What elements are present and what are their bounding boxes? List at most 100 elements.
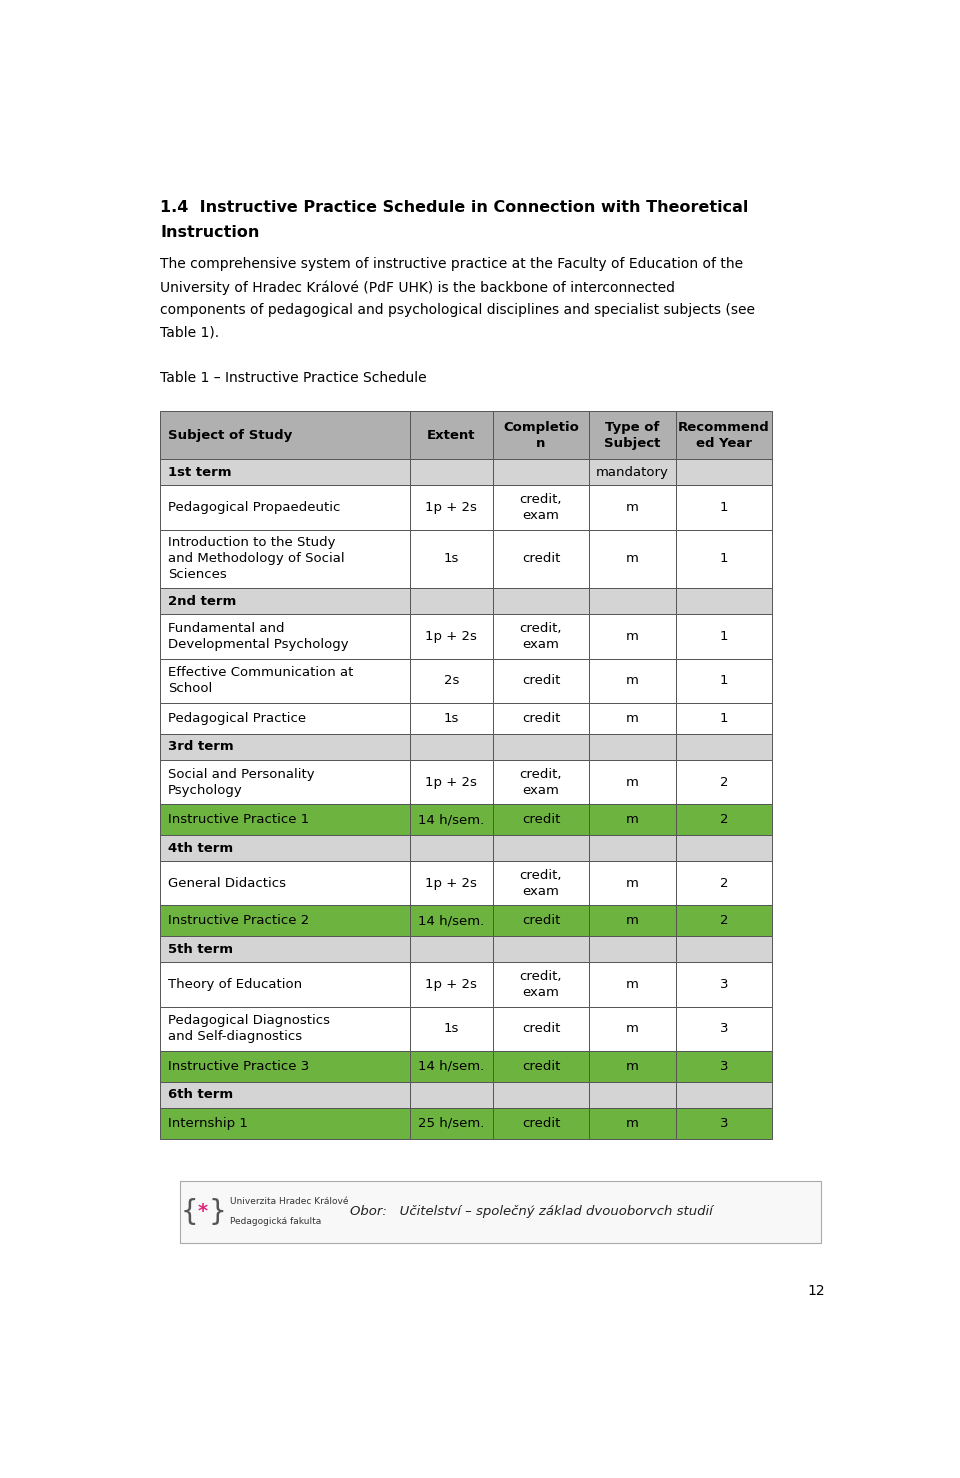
Text: m: m: [626, 1060, 638, 1073]
Text: Extent: Extent: [427, 429, 475, 442]
Text: 2s: 2s: [444, 674, 459, 687]
Text: Table 1).: Table 1).: [160, 325, 220, 340]
Text: 3: 3: [720, 1023, 728, 1035]
Text: 25 h/sem.: 25 h/sem.: [418, 1117, 485, 1129]
Text: Pedagogical Propaedeutic: Pedagogical Propaedeutic: [168, 501, 341, 514]
Text: credit,
exam: credit, exam: [519, 494, 563, 522]
Bar: [160, 411, 410, 460]
Bar: [676, 862, 772, 906]
Bar: [492, 411, 589, 460]
Text: Pedagogická fakulta: Pedagogická fakulta: [230, 1218, 322, 1227]
Text: 2nd term: 2nd term: [168, 594, 236, 607]
Bar: [589, 411, 676, 460]
Bar: [589, 936, 676, 962]
Bar: [589, 704, 676, 733]
Bar: [589, 460, 676, 485]
Bar: [589, 760, 676, 804]
Text: credit: credit: [522, 1060, 561, 1073]
Bar: [410, 529, 492, 588]
Text: 14 h/sem.: 14 h/sem.: [419, 813, 485, 826]
Text: 1p + 2s: 1p + 2s: [425, 876, 477, 890]
Text: credit,
exam: credit, exam: [519, 767, 563, 797]
Text: 14 h/sem.: 14 h/sem.: [419, 1060, 485, 1073]
Bar: [492, 704, 589, 733]
Text: Social and Personality
Psychology: Social and Personality Psychology: [168, 767, 315, 797]
Text: 1p + 2s: 1p + 2s: [425, 501, 477, 514]
Bar: [492, 485, 589, 529]
Bar: [492, 936, 589, 962]
Bar: [410, 862, 492, 906]
Text: Instructive Practice 2: Instructive Practice 2: [168, 915, 309, 927]
Text: m: m: [626, 1023, 638, 1035]
Text: 5th term: 5th term: [168, 943, 233, 956]
Bar: [676, 659, 772, 704]
Bar: [410, 760, 492, 804]
Bar: [160, 704, 410, 733]
Bar: [160, 460, 410, 485]
Bar: [676, 1082, 772, 1108]
Bar: [410, 1108, 492, 1138]
Bar: [410, 906, 492, 936]
Bar: [160, 485, 410, 529]
Bar: [410, 1007, 492, 1051]
Text: m: m: [626, 813, 638, 826]
Bar: [492, 962, 589, 1007]
Text: {: {: [180, 1197, 198, 1225]
Text: credit: credit: [522, 553, 561, 566]
Bar: [589, 615, 676, 659]
Text: 1: 1: [720, 501, 728, 514]
Text: 1s: 1s: [444, 553, 459, 566]
Text: 1: 1: [720, 712, 728, 724]
Bar: [160, 804, 410, 835]
Bar: [676, 733, 772, 760]
Text: 1p + 2s: 1p + 2s: [425, 630, 477, 643]
Text: 1p + 2s: 1p + 2s: [425, 776, 477, 788]
Text: Instructive Practice 3: Instructive Practice 3: [168, 1060, 309, 1073]
Text: 3: 3: [720, 1117, 728, 1129]
Text: m: m: [626, 712, 638, 724]
Bar: [160, 906, 410, 936]
Bar: [589, 906, 676, 936]
Text: Type of
Subject: Type of Subject: [604, 421, 660, 449]
Text: Univerzita Hradec Králové: Univerzita Hradec Králové: [230, 1197, 348, 1206]
Bar: [492, 1051, 589, 1082]
Text: Introduction to the Study
and Methodology of Social
Sciences: Introduction to the Study and Methodolog…: [168, 537, 345, 581]
Text: Recommend
ed Year: Recommend ed Year: [678, 421, 770, 449]
Bar: [492, 460, 589, 485]
Text: Instruction: Instruction: [160, 225, 259, 239]
Bar: [160, 659, 410, 704]
Text: m: m: [626, 915, 638, 927]
Text: 3: 3: [720, 1060, 728, 1073]
Bar: [410, 1082, 492, 1108]
Bar: [676, 485, 772, 529]
Bar: [410, 936, 492, 962]
Bar: [676, 460, 772, 485]
Text: General Didactics: General Didactics: [168, 876, 286, 890]
Bar: [180, 1181, 822, 1243]
Text: Effective Communication at
School: Effective Communication at School: [168, 667, 353, 695]
Text: Obor:   Učitelství – společný základ dvouoborvch studií: Obor: Učitelství – společný základ dvouo…: [350, 1206, 713, 1218]
Bar: [410, 588, 492, 615]
Bar: [676, 1051, 772, 1082]
Text: m: m: [626, 876, 638, 890]
Text: 2: 2: [720, 876, 728, 890]
Text: Subject of Study: Subject of Study: [168, 429, 292, 442]
Text: 2: 2: [720, 813, 728, 826]
Bar: [589, 804, 676, 835]
Bar: [160, 962, 410, 1007]
Bar: [492, 588, 589, 615]
Text: 3rd term: 3rd term: [168, 740, 233, 754]
Text: credit,
exam: credit, exam: [519, 622, 563, 650]
Bar: [160, 1051, 410, 1082]
Text: Internship 1: Internship 1: [168, 1117, 248, 1129]
Text: credit,
exam: credit, exam: [519, 869, 563, 897]
Text: 1.4  Instructive Practice Schedule in Connection with Theoretical: 1.4 Instructive Practice Schedule in Con…: [160, 201, 749, 216]
Bar: [160, 862, 410, 906]
Text: University of Hradec Králové (PdF UHK) is the backbone of interconnected: University of Hradec Králové (PdF UHK) i…: [160, 281, 675, 294]
Bar: [410, 704, 492, 733]
Bar: [410, 411, 492, 460]
Bar: [676, 1108, 772, 1138]
Bar: [160, 835, 410, 862]
Bar: [160, 588, 410, 615]
Bar: [589, 733, 676, 760]
